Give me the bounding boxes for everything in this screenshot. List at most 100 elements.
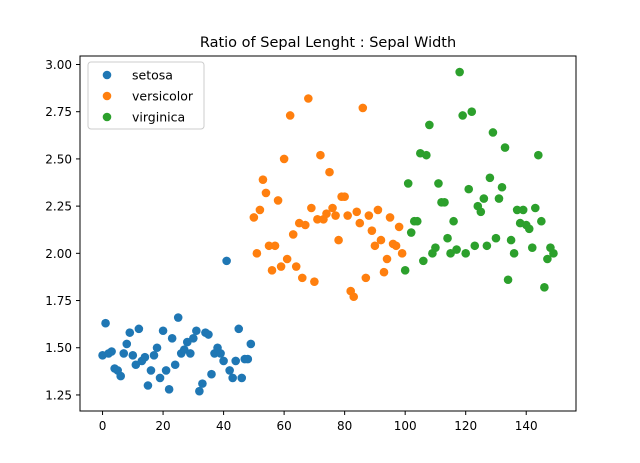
point-setosa-25 bbox=[173, 313, 183, 322]
point-versicolor-51 bbox=[252, 249, 262, 258]
point-setosa-21 bbox=[161, 366, 171, 375]
point-versicolor-72 bbox=[316, 150, 325, 160]
point-versicolor-86 bbox=[358, 103, 368, 113]
point-virginica-125 bbox=[476, 207, 486, 217]
point-versicolor-59 bbox=[276, 262, 286, 271]
legend-marker-setosa bbox=[102, 70, 112, 80]
point-versicolor-98 bbox=[394, 222, 404, 232]
point-setosa-6 bbox=[116, 371, 125, 381]
y-tick-label-1: 1.50 bbox=[45, 341, 72, 355]
point-setosa-16 bbox=[146, 366, 156, 375]
x-tick-label-140: 140 bbox=[515, 419, 538, 433]
point-setosa-23 bbox=[167, 334, 177, 343]
point-setosa-36 bbox=[207, 369, 216, 379]
point-versicolor-68 bbox=[304, 94, 313, 103]
point-virginica-102 bbox=[406, 228, 416, 237]
legend-box bbox=[87, 61, 205, 130]
point-setosa-17 bbox=[149, 351, 159, 360]
point-versicolor-76 bbox=[328, 203, 337, 213]
point-versicolor-84 bbox=[352, 207, 362, 217]
point-setosa-31 bbox=[192, 326, 201, 336]
legend-label-virginica: virginica bbox=[132, 110, 185, 125]
point-setosa-45 bbox=[234, 324, 244, 334]
point-virginica-134 bbox=[503, 275, 513, 285]
point-setosa-18 bbox=[152, 343, 162, 353]
point-setosa-22 bbox=[164, 384, 174, 394]
point-virginica-128 bbox=[485, 173, 495, 183]
y-tick-label-6: 2.75 bbox=[45, 105, 72, 119]
point-versicolor-50 bbox=[249, 213, 259, 222]
point-virginica-146 bbox=[540, 283, 549, 292]
point-versicolor-91 bbox=[373, 205, 383, 215]
point-virginica-100 bbox=[400, 266, 410, 275]
point-setosa-14 bbox=[140, 352, 150, 362]
point-versicolor-95 bbox=[385, 213, 395, 222]
point-versicolor-85 bbox=[355, 218, 365, 228]
point-versicolor-66 bbox=[297, 273, 307, 283]
point-versicolor-89 bbox=[367, 226, 377, 235]
point-setosa-10 bbox=[128, 351, 138, 360]
point-virginica-147 bbox=[543, 254, 552, 264]
point-virginica-131 bbox=[494, 194, 504, 203]
point-versicolor-53 bbox=[258, 175, 268, 184]
axes-layer: 0 20 40 60 80 100 120 140 1.25 1.50 1.75 2.00 2.25 2.… bbox=[45, 55, 577, 433]
point-virginica-136 bbox=[509, 249, 519, 258]
y-tick-label-4: 2.25 bbox=[45, 200, 72, 214]
point-virginica-117 bbox=[452, 245, 461, 254]
point-virginica-143 bbox=[531, 203, 540, 213]
y-tick-label-3: 2.00 bbox=[45, 247, 72, 261]
point-setosa-1 bbox=[101, 318, 110, 328]
point-versicolor-77 bbox=[331, 211, 340, 220]
point-virginica-129 bbox=[488, 128, 498, 137]
point-virginica-122 bbox=[467, 107, 477, 116]
x-tick-label-0: 0 bbox=[99, 419, 107, 433]
point-versicolor-81 bbox=[343, 211, 352, 220]
point-versicolor-71 bbox=[313, 215, 322, 224]
point-virginica-141 bbox=[524, 224, 534, 234]
point-versicolor-74 bbox=[322, 209, 331, 218]
point-versicolor-99 bbox=[397, 249, 407, 258]
point-virginica-106 bbox=[419, 256, 428, 266]
point-versicolor-63 bbox=[288, 230, 298, 239]
point-virginica-132 bbox=[497, 182, 507, 192]
point-setosa-48 bbox=[243, 354, 253, 364]
point-versicolor-90 bbox=[370, 241, 380, 251]
point-versicolor-60 bbox=[279, 154, 289, 164]
chart-title: Ratio of Sepal Lenght : Sepal Width bbox=[200, 35, 456, 51]
legend-marker-virginica bbox=[102, 112, 112, 122]
point-virginica-127 bbox=[482, 241, 492, 251]
y-tick-label-7: 3.00 bbox=[45, 58, 72, 72]
x-tick-label-80: 80 bbox=[337, 419, 352, 433]
x-tick-label-120: 120 bbox=[454, 419, 477, 433]
point-virginica-111 bbox=[434, 179, 443, 188]
point-setosa-9 bbox=[125, 328, 135, 337]
point-virginica-144 bbox=[534, 150, 543, 160]
point-versicolor-92 bbox=[376, 235, 386, 245]
points-layer bbox=[98, 67, 558, 396]
point-setosa-8 bbox=[122, 339, 132, 349]
plot-frame bbox=[79, 55, 577, 412]
point-setosa-19 bbox=[155, 373, 165, 383]
point-versicolor-93 bbox=[379, 267, 389, 277]
point-versicolor-75 bbox=[325, 167, 334, 177]
x-tick-label-60: 60 bbox=[276, 419, 291, 433]
point-virginica-119 bbox=[458, 111, 467, 120]
point-setosa-30 bbox=[189, 334, 198, 343]
point-setosa-24 bbox=[170, 360, 180, 370]
point-virginica-121 bbox=[464, 184, 474, 194]
point-setosa-43 bbox=[228, 373, 237, 383]
x-tick-label-20: 20 bbox=[155, 419, 170, 433]
point-versicolor-55 bbox=[264, 241, 274, 251]
point-versicolor-78 bbox=[334, 235, 343, 245]
point-versicolor-52 bbox=[255, 205, 265, 215]
point-setosa-42 bbox=[225, 366, 234, 375]
point-virginica-149 bbox=[549, 249, 558, 258]
point-versicolor-54 bbox=[261, 188, 271, 198]
point-versicolor-56 bbox=[267, 266, 277, 275]
point-setosa-33 bbox=[198, 379, 207, 388]
point-virginica-107 bbox=[422, 150, 431, 160]
x-tick-label-40: 40 bbox=[216, 419, 231, 433]
point-versicolor-94 bbox=[382, 254, 392, 264]
legend-label-versicolor: versicolor bbox=[132, 89, 194, 104]
